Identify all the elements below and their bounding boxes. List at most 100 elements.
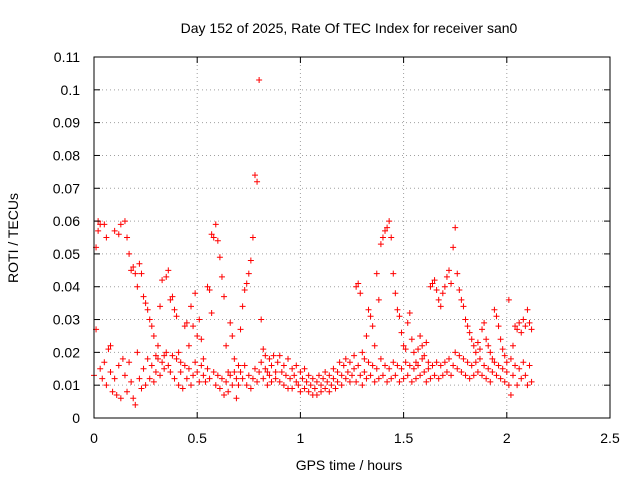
x-tick-label: 2 <box>503 430 511 446</box>
data-point <box>181 323 188 330</box>
data-point <box>313 392 320 399</box>
data-point <box>363 375 370 382</box>
data-point <box>361 369 368 376</box>
data-point <box>334 378 341 385</box>
data-point <box>338 382 345 389</box>
data-point <box>293 362 300 369</box>
data-point <box>398 329 405 336</box>
data-point <box>192 359 199 366</box>
data-point <box>338 372 345 379</box>
data-point <box>272 369 279 376</box>
data-point <box>161 365 168 372</box>
y-tick-label: 0.08 <box>53 147 80 163</box>
data-point <box>392 290 399 297</box>
data-point <box>433 359 440 366</box>
data-point <box>247 385 254 392</box>
data-point <box>196 378 203 385</box>
data-point <box>225 388 232 395</box>
data-point <box>293 378 300 385</box>
data-point <box>138 270 145 277</box>
data-point <box>124 234 131 241</box>
data-point <box>522 323 529 330</box>
y-tick-label: 0.09 <box>53 115 80 131</box>
data-point <box>351 365 358 372</box>
data-point <box>353 283 360 290</box>
data-point <box>287 375 294 382</box>
data-point <box>173 355 180 362</box>
data-point <box>497 375 504 382</box>
data-point <box>216 385 223 392</box>
data-point <box>262 365 269 372</box>
data-point <box>330 365 337 372</box>
data-point <box>152 352 159 359</box>
data-point <box>342 375 349 382</box>
data-point <box>260 346 267 353</box>
data-point <box>514 382 521 389</box>
data-point <box>146 316 153 323</box>
data-point <box>214 237 221 244</box>
data-point <box>423 378 430 385</box>
data-point <box>466 329 473 336</box>
data-point <box>359 349 366 356</box>
data-point <box>367 372 374 379</box>
data-point <box>140 365 147 372</box>
data-point <box>441 359 448 366</box>
data-point <box>154 342 161 349</box>
data-point <box>485 342 492 349</box>
data-point <box>165 362 172 369</box>
data-point <box>183 375 190 382</box>
data-point <box>297 388 304 395</box>
data-point <box>419 355 426 362</box>
data-point <box>175 382 182 389</box>
data-point <box>456 352 463 359</box>
data-point <box>254 178 261 185</box>
data-point <box>371 342 378 349</box>
data-point <box>528 378 535 385</box>
data-point <box>227 372 234 379</box>
data-point <box>229 332 236 339</box>
data-point <box>305 372 312 379</box>
data-point <box>439 290 446 297</box>
data-point <box>501 378 508 385</box>
data-point <box>109 388 116 395</box>
data-point <box>235 362 242 369</box>
data-point <box>167 296 174 303</box>
data-point <box>462 316 469 323</box>
data-point <box>390 270 397 277</box>
data-point <box>443 273 450 280</box>
data-point <box>121 372 128 379</box>
data-point <box>315 372 322 379</box>
data-point <box>260 375 267 382</box>
data-point <box>218 375 225 382</box>
y-axis-ticks: 0 0.01 0.02 0.03 0.04 0.05 0.06 0.07 0.08 0.09 0.1… <box>53 49 610 426</box>
data-point <box>346 378 353 385</box>
data-point <box>493 313 500 320</box>
data-point <box>458 369 465 376</box>
data-point <box>441 283 448 290</box>
data-point <box>505 296 512 303</box>
data-point <box>470 342 477 349</box>
data-point <box>268 362 275 369</box>
data-point <box>408 336 415 343</box>
data-point <box>150 378 157 385</box>
data-point <box>152 369 159 376</box>
data-point <box>241 287 248 294</box>
data-point <box>495 362 502 369</box>
data-point <box>503 369 510 376</box>
data-point <box>476 346 483 353</box>
data-point <box>382 227 389 234</box>
data-point <box>375 296 382 303</box>
data-point <box>507 355 514 362</box>
data-point <box>237 326 244 333</box>
data-point <box>431 277 438 284</box>
data-point <box>124 388 131 395</box>
data-point <box>138 385 145 392</box>
data-point <box>344 369 351 376</box>
data-point <box>154 355 161 362</box>
data-point <box>206 375 213 382</box>
data-point <box>328 382 335 389</box>
data-point <box>340 362 347 369</box>
data-point <box>353 378 360 385</box>
data-point <box>107 342 114 349</box>
